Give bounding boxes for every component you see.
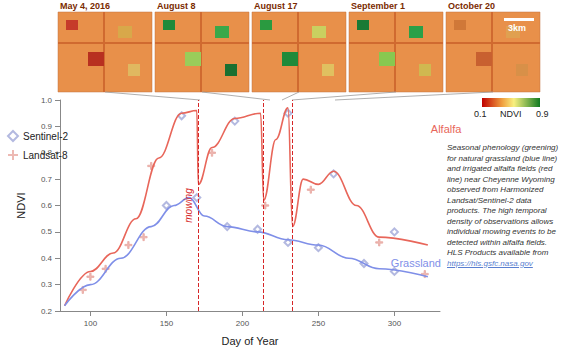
svg-text:0.9: 0.9 [40, 121, 52, 131]
html-text:https://hls.gsfc.nasa.gov: https://hls.gsfc.nasa.gov [447, 258, 533, 268]
svg-text:September 1: September 1 [351, 1, 405, 11]
svg-text:Landsat-8: Landsat-8 [23, 150, 68, 161]
svg-text:Alfalfa: Alfalfa [431, 123, 462, 135]
svg-text:August 8: August 8 [157, 1, 196, 11]
svg-text:300: 300 [388, 319, 402, 328]
svg-text:May 4, 2016: May 4, 2016 [60, 1, 110, 11]
svg-text:250: 250 [312, 319, 326, 328]
svg-text:mowing: mowing [183, 188, 194, 223]
svg-text:1.0: 1.0 [41, 96, 53, 105]
svg-text:0.1: 0.1 [474, 109, 487, 119]
svg-text:0.5: 0.5 [41, 227, 53, 236]
svg-text:0.9: 0.9 [536, 109, 549, 119]
svg-text:200: 200 [236, 319, 250, 328]
svg-text:October 20: October 20 [448, 1, 495, 11]
svg-text:NDVI: NDVI [500, 109, 522, 119]
svg-text:100: 100 [84, 319, 98, 328]
svg-text:3km: 3km [508, 23, 526, 33]
svg-text:Sentinel-2: Sentinel-2 [23, 131, 68, 142]
svg-text:0.4: 0.4 [41, 254, 53, 263]
svg-text:150: 150 [160, 319, 174, 328]
html-text:Seasonal phenology (greening): Seasonal phenology (greening) for natura… [447, 143, 559, 257]
svg-text:0.6: 0.6 [41, 201, 53, 210]
svg-text:0.2: 0.2 [41, 307, 53, 316]
svg-text:Grassland: Grassland [391, 257, 441, 269]
svg-text:August 17: August 17 [254, 1, 298, 11]
svg-text:Day of Year: Day of Year [222, 335, 279, 347]
svg-text:NDVI: NDVI [15, 192, 27, 218]
svg-text:0.3: 0.3 [41, 280, 53, 289]
svg-text:0.7: 0.7 [41, 175, 53, 184]
